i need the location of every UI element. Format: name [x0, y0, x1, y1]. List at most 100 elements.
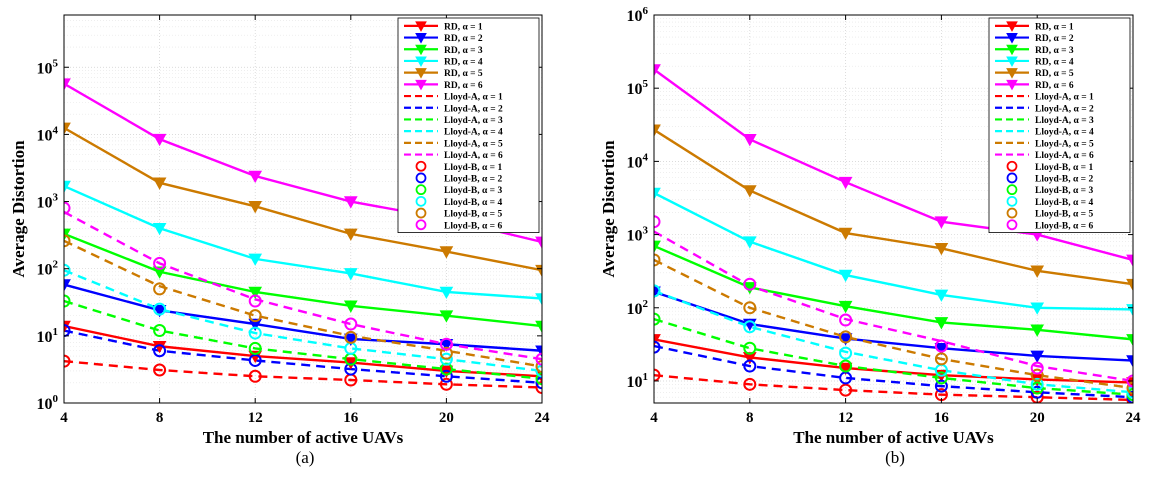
- y-tick-label: 105: [627, 78, 649, 98]
- legend-label: RD, α = 6: [444, 81, 483, 91]
- legend-label: Lloyd-B, α = 5: [444, 210, 502, 220]
- triangle-marker: [343, 228, 358, 241]
- y-tick-label: 101: [627, 371, 649, 391]
- legend-label: RD, α = 1: [1035, 22, 1074, 32]
- circle-marker: [1126, 385, 1133, 399]
- triangle-marker: [152, 133, 167, 147]
- legend-triangle-marker: [415, 44, 427, 56]
- legend-label: Lloyd-B, α = 3: [1035, 186, 1093, 196]
- legend-label: Lloyd-B, α = 5: [1035, 210, 1093, 220]
- legend: RD, α = 1 RD, α = 2 RD, α = 3RD, α = 4 RD, …: [988, 17, 1131, 234]
- circle-marker: [1126, 381, 1133, 395]
- circle-marker: [934, 371, 948, 385]
- legend-triangle-marker: [415, 79, 427, 91]
- legend-label: RD, α = 5: [1035, 69, 1074, 79]
- x-tick-label: 20: [1030, 410, 1045, 426]
- triangle-marker: [152, 222, 167, 236]
- circle-marker: [248, 341, 262, 355]
- circle-marker: [439, 377, 453, 391]
- series-line: [64, 324, 542, 378]
- circle-marker: [839, 313, 853, 327]
- circle-marker: [1126, 374, 1133, 388]
- legend-label: RD, α = 2: [1035, 34, 1074, 44]
- series-line: [654, 68, 1133, 262]
- y-tick-label: 103: [627, 225, 649, 245]
- circle-marker: [344, 330, 358, 344]
- series-line: [654, 128, 1133, 286]
- triangle-marker: [934, 289, 949, 302]
- circle-marker: [64, 234, 71, 248]
- series-line: [654, 191, 1133, 311]
- legend-circle-marker: [415, 207, 427, 219]
- circle-marker: [1030, 368, 1044, 382]
- legend-label: Lloyd-A, α = 1: [1035, 93, 1094, 103]
- x-axis-label: The number of active UAVs: [793, 428, 994, 447]
- circle-marker: [439, 369, 453, 383]
- circle-marker: [153, 302, 167, 316]
- circle-marker: [535, 376, 542, 390]
- legend-circle-marker: [415, 195, 427, 207]
- y-tick-label: 106: [627, 5, 649, 25]
- legend-label: Lloyd-A, α = 2: [444, 104, 503, 114]
- series-line: [64, 329, 542, 384]
- circle-marker: [654, 368, 661, 382]
- y-tick-label: 102: [37, 259, 59, 279]
- triangle-marker: [1126, 355, 1133, 368]
- circle-marker: [654, 340, 661, 354]
- series-markers: [654, 64, 1133, 403]
- series-line: [654, 289, 1133, 394]
- circle-marker: [743, 377, 757, 391]
- x-tick-label: 8: [156, 410, 164, 426]
- legend-triangle-marker: [1006, 44, 1018, 56]
- legend-label: RD, α = 3: [1035, 46, 1074, 56]
- triangle-marker: [1126, 254, 1133, 267]
- legend-circle-marker: [415, 160, 427, 172]
- legend-label: RD, α = 2: [444, 34, 483, 44]
- legend-label: RD, α = 4: [1035, 57, 1074, 67]
- triangle-marker: [1030, 302, 1045, 315]
- triangle-marker: [535, 293, 542, 306]
- x-tick-label: 4: [60, 410, 68, 426]
- triangle-marker: [535, 320, 542, 334]
- triangle-marker: [654, 187, 661, 201]
- series-line: [64, 299, 542, 380]
- circle-marker: [1030, 361, 1044, 375]
- triangle-marker: [535, 345, 542, 358]
- legend-circle-marker: [1006, 184, 1018, 196]
- x-tick-label: 24: [1126, 410, 1142, 426]
- circle-marker: [64, 354, 71, 368]
- circle-marker: [153, 363, 167, 377]
- triangle-marker: [654, 286, 661, 299]
- circle-marker: [743, 277, 757, 291]
- y-tick-label: 101: [37, 326, 59, 346]
- legend-triangle-marker: [415, 33, 427, 44]
- circle-marker: [654, 284, 661, 298]
- series-line: [64, 184, 542, 300]
- triangle-marker: [439, 310, 454, 323]
- x-tick-label: 12: [248, 410, 263, 426]
- legend-triangle-marker: [1006, 79, 1018, 91]
- legend-label: Lloyd-B, α = 1: [1035, 163, 1093, 173]
- series-line: [654, 344, 1133, 399]
- legend: RD, α = 1 RD, α = 2 RD, α = 3RD, α = 4 RD, …: [397, 17, 540, 234]
- triangle-marker: [64, 78, 71, 91]
- triangle-marker: [343, 196, 358, 209]
- circle-marker: [344, 362, 358, 376]
- triangle-marker: [439, 246, 454, 259]
- legend-triangle-marker: [1006, 68, 1018, 79]
- legend-circle-marker: [1006, 219, 1018, 231]
- legend-label: Lloyd-B, α = 2: [444, 174, 502, 184]
- circle-marker: [439, 362, 453, 376]
- chart-panel-b: 4 8 12 16 20 24 101 102 103 104 105 106 The number o…: [599, 5, 1141, 447]
- legend-label: Lloyd-B, α = 1: [444, 163, 502, 173]
- legend-circle-marker: [1006, 195, 1018, 207]
- legend-triangle-marker: [415, 21, 427, 32]
- triangle-marker: [535, 264, 542, 278]
- legend-label: Lloyd-A, α = 3: [444, 116, 503, 126]
- legend-label: Lloyd-A, α = 6: [1035, 151, 1094, 161]
- circle-marker: [1030, 385, 1044, 399]
- circle-marker: [153, 256, 167, 270]
- series-line: [64, 126, 542, 272]
- triangle-marker: [64, 122, 71, 135]
- series-lines: [64, 82, 542, 389]
